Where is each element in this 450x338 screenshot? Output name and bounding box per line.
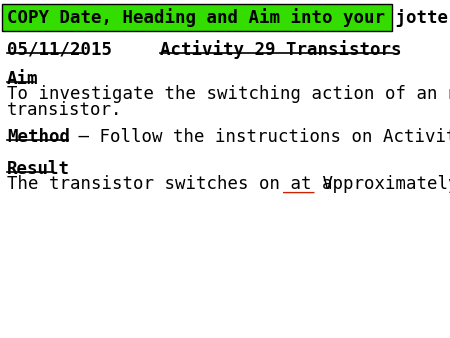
FancyBboxPatch shape [2,4,392,31]
Text: V: V [312,175,333,193]
Text: Activity 29 Transistors: Activity 29 Transistors [160,40,401,59]
Text: 05/11/2015: 05/11/2015 [7,40,112,58]
Text: Result: Result [7,160,70,178]
Text: COPY Date, Heading and Aim into your jotter.: COPY Date, Heading and Aim into your jot… [7,8,450,27]
Text: ___: ___ [283,175,315,193]
Text: Aim: Aim [7,70,39,88]
Text: – Follow the instructions on Activity 29.: – Follow the instructions on Activity 29… [68,128,450,146]
Text: Method: Method [7,128,70,146]
Text: transistor.: transistor. [7,101,122,119]
Text: To investigate the switching action of an npn: To investigate the switching action of a… [7,85,450,103]
Text: The transistor switches on at approximately: The transistor switches on at approximat… [7,175,450,193]
